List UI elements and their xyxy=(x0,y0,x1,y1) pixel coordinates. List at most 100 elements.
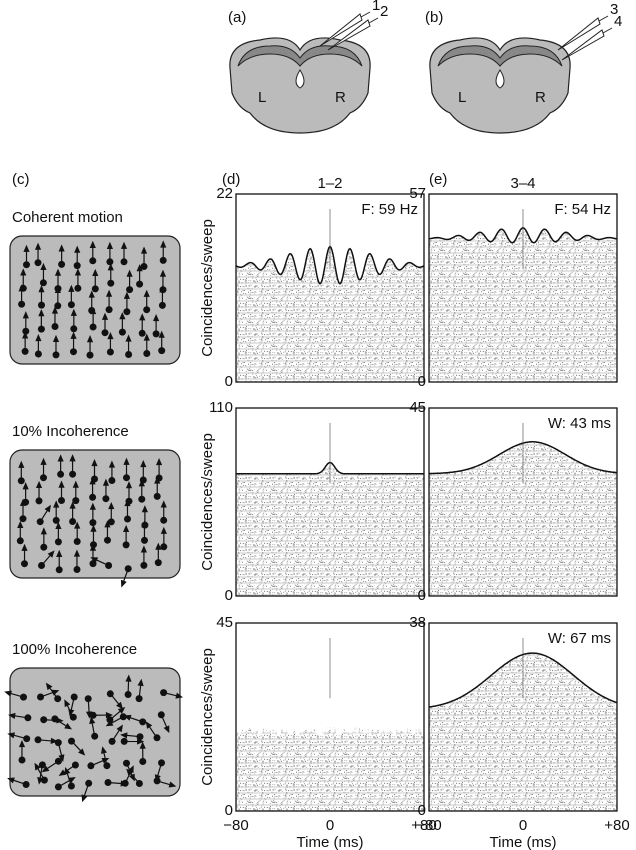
arrow-head xyxy=(107,331,114,340)
annotation: W: 43 ms xyxy=(548,415,611,432)
arrow-head xyxy=(64,767,71,775)
dot xyxy=(143,306,151,314)
dot xyxy=(20,693,27,701)
dot xyxy=(34,259,42,267)
arrow-head xyxy=(89,477,96,485)
dot xyxy=(106,258,114,266)
plot-frame xyxy=(428,407,618,597)
arrow-head xyxy=(34,242,42,250)
x-axis-label: Time (ms) xyxy=(490,834,557,850)
dot xyxy=(58,260,66,268)
dot xyxy=(22,781,30,788)
dot xyxy=(22,327,30,335)
x-tick-label: +80 xyxy=(411,817,436,834)
dot xyxy=(89,493,97,501)
ventricle xyxy=(295,69,305,89)
panel-label: (a) xyxy=(228,9,246,26)
arrow-head xyxy=(137,678,144,687)
arrow-head xyxy=(7,732,16,739)
arrow-head xyxy=(41,765,50,773)
arrow-head xyxy=(58,244,65,252)
panel-label: (b) xyxy=(425,9,443,26)
column-title: 3–4 xyxy=(510,175,535,192)
arrow-head xyxy=(125,334,132,342)
dot xyxy=(138,329,146,337)
dot xyxy=(54,757,62,765)
electrode-lead xyxy=(368,17,379,24)
arrow-head xyxy=(45,682,53,691)
arrow-head xyxy=(108,460,116,468)
arrow-head xyxy=(141,505,148,513)
dot xyxy=(84,695,92,703)
arrow-head xyxy=(139,313,146,321)
cortex xyxy=(237,45,363,67)
dot xyxy=(17,477,25,485)
correlogram-fill xyxy=(236,246,424,382)
electrode-label: 3 xyxy=(610,1,618,18)
correlogram-fill xyxy=(236,727,424,811)
correlogram-fill xyxy=(429,653,617,811)
arrow-head xyxy=(89,543,97,551)
arrow-head xyxy=(159,285,166,293)
arrow-head xyxy=(120,579,127,588)
arrow-head xyxy=(154,476,161,484)
arrow-head xyxy=(8,712,16,719)
electrode-lead xyxy=(602,27,613,34)
arrow-head xyxy=(117,706,126,714)
y-tick-label: 110 xyxy=(209,399,233,416)
dot xyxy=(52,351,60,359)
arrow-head xyxy=(140,246,148,254)
arrow-head xyxy=(120,241,128,249)
arrow-head xyxy=(47,550,55,558)
y-tick-label: 0 xyxy=(418,587,426,604)
arrow-head xyxy=(102,478,110,486)
arrow-head xyxy=(7,777,15,784)
dot xyxy=(18,756,26,764)
correlogram-fill xyxy=(236,462,424,596)
dot xyxy=(123,474,130,482)
dot xyxy=(103,762,111,770)
panel-label: (c) xyxy=(12,171,30,188)
arrow-head xyxy=(73,549,81,557)
dot xyxy=(51,715,59,723)
arrow-head xyxy=(58,480,65,488)
arrow-head xyxy=(51,689,60,696)
arrow-head xyxy=(44,504,51,513)
arrow-head xyxy=(74,521,81,529)
arrow-head xyxy=(141,520,148,528)
arrow-head xyxy=(155,542,162,550)
dot xyxy=(69,470,77,478)
dot xyxy=(158,301,166,309)
arrow-head xyxy=(119,312,126,320)
arrow-head xyxy=(116,701,123,710)
arrow-head xyxy=(88,290,95,298)
y-axis-label: Coincidences/sweep xyxy=(199,648,216,786)
dot xyxy=(91,732,99,740)
arrow-head xyxy=(155,457,163,466)
dot xyxy=(24,714,32,722)
dot xyxy=(70,348,77,356)
dot xyxy=(153,734,161,742)
stimulus-box xyxy=(9,235,181,365)
arrow-head xyxy=(160,526,167,534)
y-tick-label: 22 xyxy=(216,185,233,202)
arrow-head xyxy=(90,557,99,563)
y-axis-label: Coincidences/sweep xyxy=(199,219,216,357)
electrode-lead xyxy=(598,15,609,22)
dot xyxy=(69,518,77,525)
arrow-head xyxy=(90,307,97,315)
dot xyxy=(40,543,48,551)
dot xyxy=(160,689,168,697)
dot xyxy=(124,515,131,523)
arrow-head xyxy=(136,264,143,272)
arrow-head xyxy=(138,479,145,487)
arrow-head xyxy=(38,285,45,293)
arrow-head xyxy=(168,781,177,788)
dot xyxy=(70,325,78,333)
dot xyxy=(102,495,110,503)
dot xyxy=(124,691,132,698)
y-tick-label: 0 xyxy=(418,373,426,390)
arrow-head xyxy=(69,454,76,462)
arrow-head xyxy=(20,268,27,276)
electrode-label: 1 xyxy=(372,0,380,14)
